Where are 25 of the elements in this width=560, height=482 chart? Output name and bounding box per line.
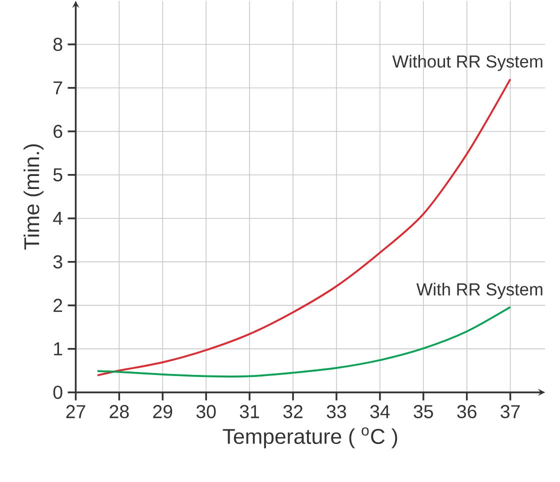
y-tick-label: 5 — [53, 168, 62, 182]
x-tick-label: 33 — [326, 405, 346, 418]
line-series — [96, 306, 512, 378]
series-label: With RR System — [416, 282, 542, 300]
y-tick-label: 4 — [53, 212, 62, 225]
x-tick-label: 32 — [283, 405, 302, 418]
y-tick-label: 1 — [54, 342, 62, 356]
x-tick-label: 31 — [240, 405, 260, 418]
y-tick-label: 7 — [54, 82, 62, 94]
x-tick-label: 27 — [66, 405, 86, 418]
y-tick-label: 3 — [53, 255, 62, 269]
y-tick-label: 6 — [54, 124, 62, 138]
y-tick-label: 2 — [54, 298, 62, 312]
x-tick-label: 37 — [500, 405, 520, 418]
y-tick-label: 0 — [53, 386, 62, 400]
x-tick-label: 28 — [110, 405, 129, 418]
x-axis-title: Temperature ( $^{o}$C ) — [222, 428, 398, 448]
x-tick-label: 36 — [457, 405, 476, 418]
x-tick-label: 29 — [153, 405, 172, 418]
x-tick-label: 30 — [196, 405, 216, 418]
x-tick-label: 34 — [370, 405, 390, 418]
x-tick-label: 35 — [414, 405, 433, 418]
series-label: Without RR System — [392, 55, 542, 72]
y-axis-title: Time (min.) — [24, 144, 44, 250]
y-tick-label: 8 — [53, 38, 62, 52]
